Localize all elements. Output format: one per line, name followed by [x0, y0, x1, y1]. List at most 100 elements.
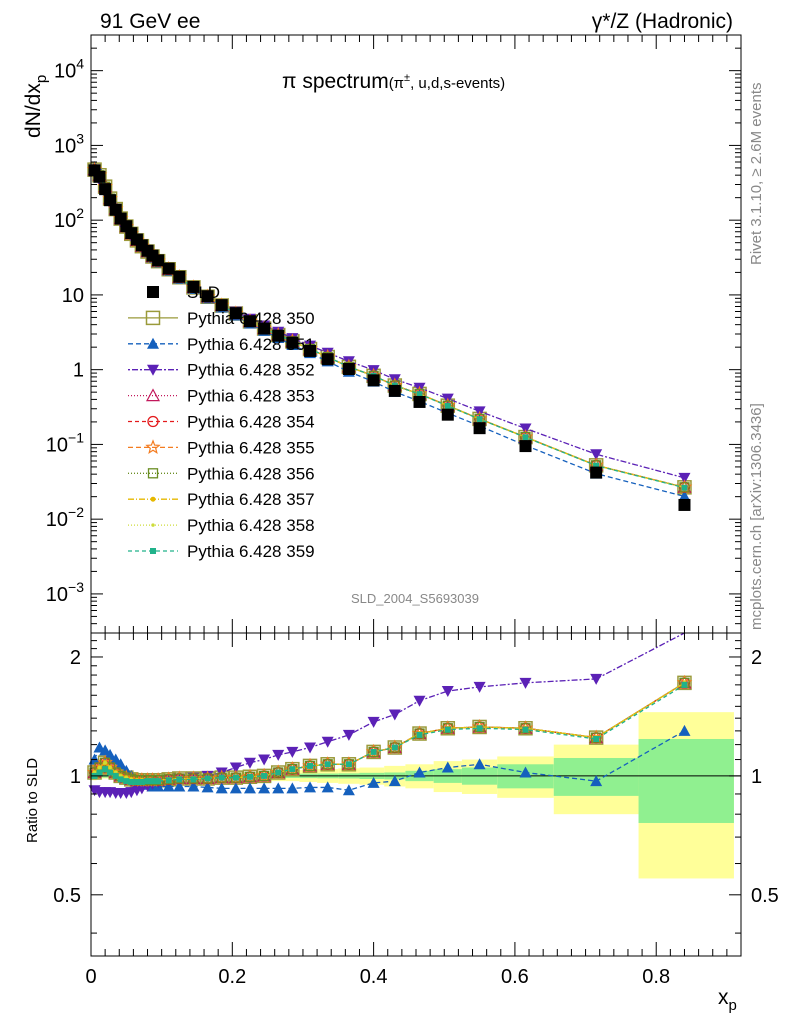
ratio-axis-label: Ratio to SLD [24, 758, 41, 843]
ratio-point-359 [522, 726, 529, 733]
ratio-point-351 [215, 782, 228, 794]
ratio-point-359 [261, 772, 268, 779]
x-axis-label-main: x [718, 986, 729, 1009]
x-tick-label: 0 [85, 966, 96, 988]
ratio-point-358 [108, 765, 112, 770]
data-point-sld [93, 170, 106, 183]
legend-label: Pythia 6.428 356 [187, 464, 315, 483]
header-right: γ*/Z (Hadronic) [592, 10, 733, 33]
ratio-point-359 [324, 761, 331, 768]
legend-label: Pythia 6.428 352 [187, 361, 315, 380]
ratio-point-359 [149, 778, 156, 785]
legend-marker [147, 364, 159, 376]
ratio-point-359 [176, 776, 183, 783]
data-point-sld [243, 315, 256, 328]
ratio-point-351 [342, 784, 355, 796]
legend-marker [145, 439, 161, 455]
x-tick-label: 0.4 [360, 966, 388, 988]
ratio-tick-label-right: 0.5 [751, 885, 779, 907]
ratio-point-356 [343, 759, 355, 770]
x-tick-label: 0.8 [642, 966, 670, 988]
data-point-sld [321, 353, 334, 366]
ratio-point-352 [304, 742, 317, 754]
series-line-351 [94, 166, 685, 498]
ratio-point-351 [104, 748, 117, 760]
x-tick-label: 0.6 [501, 966, 529, 988]
data-point-sld [441, 408, 454, 421]
ratio-point-351 [304, 781, 317, 793]
y-tick-label: 1 [73, 360, 84, 382]
ratio-point-351 [109, 753, 122, 765]
legend-marker [151, 523, 155, 527]
ratio-point-351 [441, 761, 454, 773]
ratio-point-359 [416, 731, 423, 738]
y-tick-label: 102 [54, 205, 84, 232]
y-axis-label-main: dN/dx [22, 83, 45, 138]
legend-label: Pythia 6.428 353 [187, 387, 315, 406]
ratio-point-359 [204, 775, 211, 782]
y-tick-label: 103 [54, 130, 84, 157]
series-line-357 [94, 169, 685, 488]
ratio-point-351 [388, 775, 401, 787]
legend: SLD Pythia 6.428 350 Pythia 6.428 351 Pythi… [128, 283, 315, 561]
ratio-point-352 [519, 677, 532, 689]
legend-label: Pythia 6.428 358 [187, 516, 315, 535]
ratio-point-351 [243, 782, 256, 794]
legend-label: SLD [187, 283, 220, 302]
ratio-point-351 [114, 758, 127, 770]
ratio-point-351 [229, 782, 242, 794]
data-point-sld [162, 262, 175, 275]
legend-marker [147, 468, 159, 479]
legend-label: Pythia 6.428 351 [187, 335, 315, 354]
series-line-359 [94, 169, 685, 489]
ratio-point-352 [441, 686, 454, 698]
ratio-point-352 [388, 709, 401, 721]
ratio-point-352 [413, 695, 426, 707]
y-tick-label-exp: −1 [68, 429, 84, 445]
ratio-point-351 [286, 782, 299, 794]
ratio-point-356 [389, 742, 400, 753]
ratio-point-358 [103, 760, 107, 765]
ratio-point-352 [473, 681, 486, 693]
ratio-point-356 [287, 764, 298, 775]
series-point-359 [444, 402, 451, 409]
data-point-sld [519, 440, 532, 453]
data-point-sld [258, 322, 271, 335]
series-point-352 [678, 472, 691, 484]
ratio-point-359 [96, 769, 103, 776]
ratio-point-352 [590, 673, 603, 685]
series-point-356 [679, 482, 690, 493]
data-point-sld [367, 374, 380, 387]
chart-title-sub-suffix: , u,d,s-events) [410, 75, 505, 92]
chart-title-sub-prefix: (π [389, 75, 404, 92]
legend-label: Pythia 6.428 354 [187, 413, 315, 432]
ratio-point-351 [590, 775, 603, 787]
series-point-359 [476, 416, 483, 423]
ratio-point-351 [201, 781, 214, 793]
ratio-point-359 [593, 735, 600, 742]
ratio-point-359 [190, 776, 197, 783]
y-tick-label-base: 10 [54, 61, 76, 83]
ratio-point-351 [413, 766, 426, 778]
data-point-sld [304, 344, 317, 357]
series-point-359 [681, 484, 688, 491]
y-tick-label: 10−3 [46, 579, 84, 606]
data-point-sld [201, 290, 214, 303]
data-point-sld [152, 254, 165, 267]
series-line-354 [94, 169, 685, 488]
y-tick-label: 10−2 [46, 504, 84, 531]
ratio-point-351 [258, 782, 271, 794]
ratio-point-356 [368, 746, 379, 758]
data-point-sld [187, 280, 200, 293]
y-tick-label: 10−1 [46, 429, 84, 456]
ratio-tick-label-left: 1 [70, 766, 81, 788]
data-point-sld [342, 363, 355, 376]
y-tick-label-exp: −2 [68, 504, 84, 520]
ratio-tick-label-left: 0.5 [53, 885, 81, 907]
ratio-panel: 0.5 0.5 1 1 2 2 [53, 632, 779, 957]
ratio-line-359 [94, 684, 685, 783]
ratio-point-359 [155, 778, 162, 785]
ratio-tick-label-left: 2 [70, 647, 81, 669]
legend-label: Pythia 6.428 350 [187, 309, 315, 328]
